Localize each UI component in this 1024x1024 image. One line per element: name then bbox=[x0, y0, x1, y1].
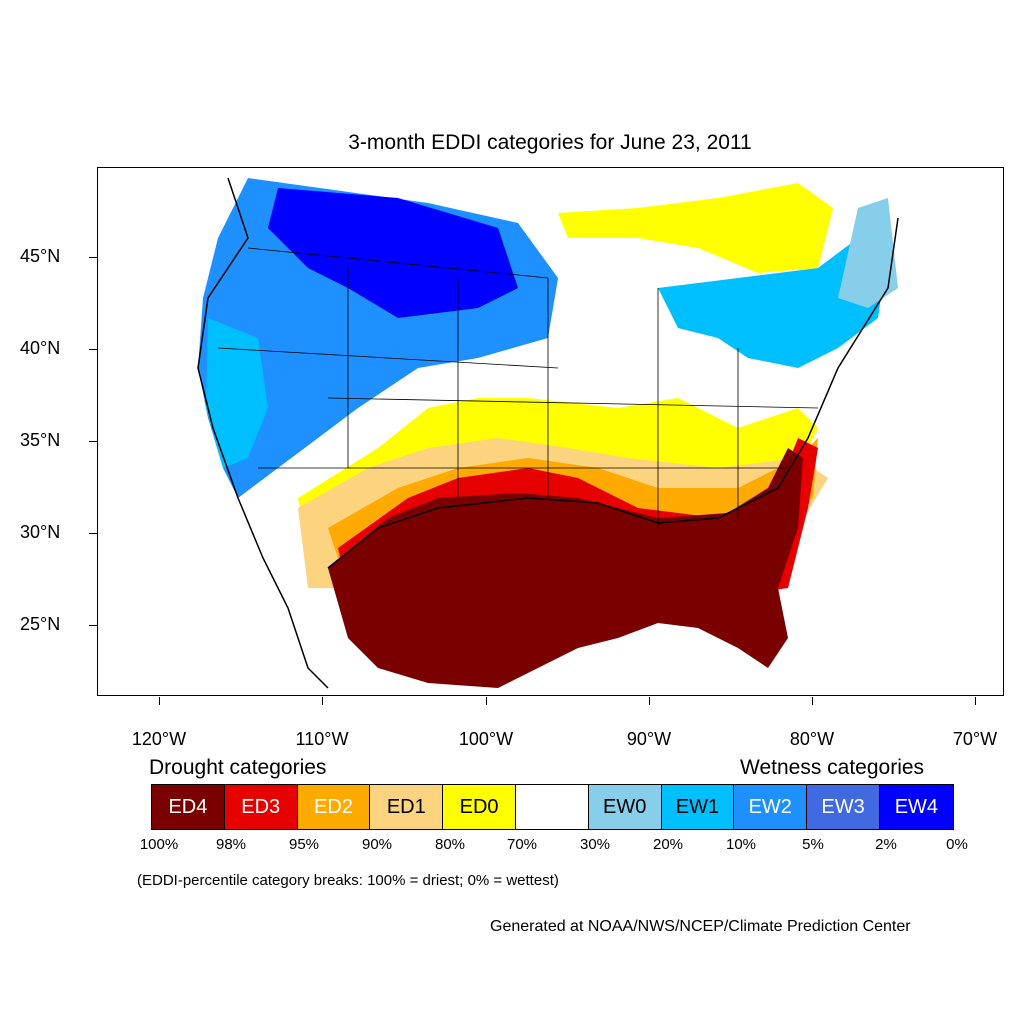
drought-heading: Drought categories bbox=[149, 756, 327, 779]
percent-break: 20% bbox=[652, 836, 684, 853]
map-title: 3-month EDDI categories for June 23, 201… bbox=[348, 131, 752, 154]
lat-label: 25°N bbox=[20, 614, 61, 634]
percent-break: 70% bbox=[506, 836, 538, 853]
eddi-map-canvas bbox=[197, 177, 899, 689]
percent-break: 95% bbox=[288, 836, 320, 853]
lon-label: 110°W bbox=[295, 729, 349, 749]
lat-tick bbox=[89, 257, 97, 258]
credit-line: Generated at NOAA/NWS/NCEP/Climate Predi… bbox=[490, 918, 911, 935]
lon-label: 80°W bbox=[789, 729, 835, 749]
wetness-region-north-rockies bbox=[268, 188, 518, 318]
legend-box-ed3: ED3 bbox=[224, 785, 298, 829]
legend-box-ed4: ED4 bbox=[152, 785, 225, 829]
legend-label: ED3 bbox=[241, 795, 281, 818]
wetness-heading: Wetness categories bbox=[740, 756, 925, 779]
legend-box-ew1: EW1 bbox=[661, 785, 735, 829]
legend-colorbar: ED4 ED3 ED2 ED1 ED0 EW0 EW1 EW2 EW3 EW4 bbox=[151, 784, 954, 830]
percent-break: 5% bbox=[802, 836, 824, 853]
legend-box-ew0: EW0 bbox=[588, 785, 662, 829]
percent-break: 10% bbox=[725, 836, 757, 853]
legend-box-ed0: ED0 bbox=[443, 785, 516, 829]
legend-label: EW4 bbox=[894, 795, 939, 818]
legend-label: EW0 bbox=[603, 795, 647, 818]
lon-tick bbox=[649, 697, 650, 705]
percent-break: 100% bbox=[139, 836, 179, 853]
legend-box-normal bbox=[515, 785, 589, 829]
legend-label: EW2 bbox=[748, 795, 792, 818]
percent-break: 90% bbox=[361, 836, 393, 853]
legend-label: ED2 bbox=[314, 795, 353, 818]
state-borders bbox=[217, 247, 819, 528]
lat-label: 40°N bbox=[20, 338, 61, 358]
lon-label: 70°W bbox=[952, 729, 998, 749]
lat-tick bbox=[89, 441, 97, 442]
percent-break: 80% bbox=[434, 836, 466, 853]
percent-break: 30% bbox=[579, 836, 611, 853]
legend-box-ew4: EW4 bbox=[879, 785, 953, 829]
lat-tick bbox=[89, 625, 97, 626]
legend-box-ed2: ED2 bbox=[297, 785, 371, 829]
lon-tick bbox=[975, 697, 976, 705]
lon-tick bbox=[159, 697, 160, 705]
wetness-region-northeast bbox=[838, 198, 898, 308]
legend-label: ED1 bbox=[386, 795, 426, 818]
percent-break: 2% bbox=[875, 836, 897, 853]
lon-label: 100°W bbox=[458, 729, 514, 749]
legend-label: ED4 bbox=[168, 795, 208, 818]
drought-ed4-core bbox=[328, 448, 803, 688]
category-note: (EDDI-percentile category breaks: 100% =… bbox=[137, 872, 559, 889]
coastline-outline bbox=[197, 177, 899, 689]
lon-tick bbox=[812, 697, 813, 705]
lon-tick bbox=[322, 697, 323, 705]
percent-break: 0% bbox=[946, 836, 968, 853]
legend-box-ew2: EW2 bbox=[734, 785, 808, 829]
lat-label: 45°N bbox=[20, 246, 61, 266]
lat-tick bbox=[89, 533, 97, 534]
drought-ed0-canada bbox=[558, 183, 833, 273]
lon-label: 120°W bbox=[131, 729, 187, 749]
lat-label: 35°N bbox=[20, 430, 61, 450]
legend-box-ew3: EW3 bbox=[807, 785, 880, 829]
legend-label: EW3 bbox=[821, 795, 865, 818]
lon-label: 90°W bbox=[626, 729, 672, 749]
lon-tick bbox=[486, 697, 487, 705]
legend-label: ED0 bbox=[459, 795, 499, 818]
eddi-map bbox=[97, 167, 1004, 696]
wetness-region-great-lakes bbox=[658, 238, 888, 368]
wetness-region-pacific bbox=[206, 318, 268, 468]
percent-break: 98% bbox=[215, 836, 247, 853]
legend-label: EW1 bbox=[675, 795, 720, 818]
lat-label: 30°N bbox=[20, 522, 61, 542]
legend-box-ed1: ED1 bbox=[370, 785, 444, 829]
lat-tick bbox=[89, 349, 97, 350]
